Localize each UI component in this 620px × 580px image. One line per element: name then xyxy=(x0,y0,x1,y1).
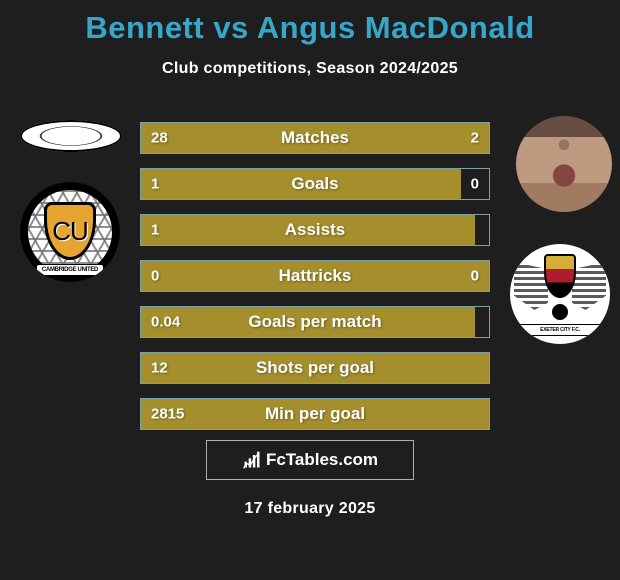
stat-value-left: 28 xyxy=(151,130,168,147)
stat-bar-row: 12Shots per goal xyxy=(140,352,490,384)
infographic-date: 17 february 2025 xyxy=(0,500,620,518)
stat-bar-row: 00Hattricks xyxy=(140,260,490,292)
stat-value-left: 0 xyxy=(151,268,159,285)
stat-bar-left-segment xyxy=(141,215,475,245)
crest-ribbon: CAMBRIDGE UNITED xyxy=(36,264,104,276)
crest-wing-right-icon xyxy=(572,262,606,310)
player-right-avatar xyxy=(516,116,612,212)
stat-bar-left-segment xyxy=(141,307,475,337)
club-left-badge: CU CAMBRIDGE UNITED xyxy=(20,182,120,282)
player-left-avatar xyxy=(20,120,122,152)
stat-value-right: 2 xyxy=(471,130,479,147)
stat-bar-left-segment xyxy=(141,399,489,429)
crest-ribbon: EXETER CITY F.C. xyxy=(516,324,604,336)
crest-ball-icon xyxy=(552,304,568,320)
crest-monogram: CU xyxy=(52,216,88,247)
attribution-box: FcTables.com xyxy=(206,440,414,480)
chart-icon xyxy=(242,450,262,470)
stat-bar-left-segment xyxy=(141,261,315,291)
stat-value-left: 1 xyxy=(151,222,159,239)
stat-value-left: 1 xyxy=(151,176,159,193)
page-title: Bennett vs Angus MacDonald xyxy=(0,10,620,46)
page-subtitle: Club competitions, Season 2024/2025 xyxy=(0,60,620,78)
stat-bar-row: 2815Min per goal xyxy=(140,398,490,430)
cambridge-united-crest: CU CAMBRIDGE UNITED xyxy=(20,182,120,282)
stat-bar-left-segment xyxy=(141,353,489,383)
club-right-badge: EXETER CITY F.C. xyxy=(510,244,610,344)
stat-bar-left-segment xyxy=(141,169,461,199)
stat-value-left: 12 xyxy=(151,360,168,377)
attribution-text: FcTables.com xyxy=(266,450,378,470)
stat-bars: 282Matches10Goals1Assists00Hattricks0.04… xyxy=(140,122,490,444)
crest-wing-left-icon xyxy=(514,262,548,310)
stat-value-left: 0.04 xyxy=(151,314,180,331)
stat-bar-row: 0.04Goals per match xyxy=(140,306,490,338)
stat-bar-right-segment xyxy=(315,261,489,291)
stat-bar-left-segment xyxy=(141,123,489,153)
stat-value-left: 2815 xyxy=(151,406,184,423)
comparison-infographic: Bennett vs Angus MacDonald Club competit… xyxy=(0,0,620,580)
exeter-city-crest: EXETER CITY F.C. xyxy=(510,244,610,344)
stat-value-right: 0 xyxy=(471,268,479,285)
stat-bar-row: 10Goals xyxy=(140,168,490,200)
stat-value-right: 0 xyxy=(471,176,479,193)
crest-shield-icon xyxy=(544,254,576,298)
stat-bar-row: 282Matches xyxy=(140,122,490,154)
avatar-face-placeholder xyxy=(516,116,612,212)
stat-bar-row: 1Assists xyxy=(140,214,490,246)
